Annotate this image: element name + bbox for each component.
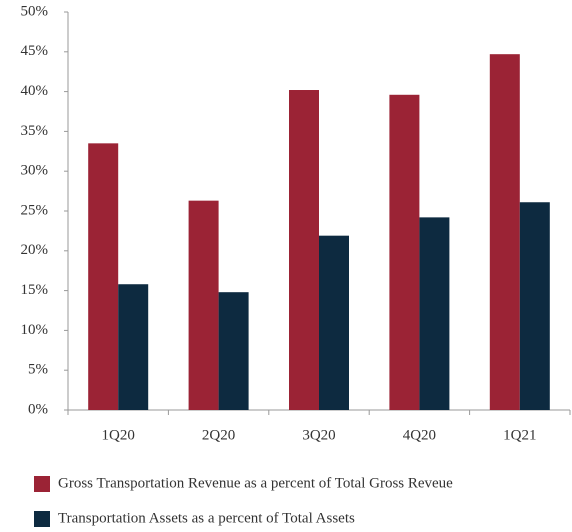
legend-label: Transportation Assets as a percent of To… [58, 510, 355, 526]
y-tick-label: 10% [21, 322, 49, 338]
bar [118, 284, 149, 410]
y-tick-label: 5% [28, 362, 48, 378]
bar [419, 217, 450, 410]
bar [289, 90, 319, 411]
x-tick-label: 4Q20 [403, 427, 436, 443]
y-tick-label: 40% [21, 83, 49, 99]
x-tick-label: 1Q20 [102, 427, 135, 443]
bar [218, 292, 249, 410]
legend-swatch [34, 476, 50, 492]
y-tick-label: 25% [21, 202, 49, 218]
y-tick-label: 35% [21, 123, 49, 139]
bar [319, 235, 349, 410]
bar [389, 94, 420, 410]
y-tick-label: 45% [21, 43, 49, 59]
bar [519, 202, 550, 410]
y-tick-label: 15% [21, 282, 49, 298]
x-tick-label: 3Q20 [302, 427, 335, 443]
y-tick-label: 50% [21, 3, 49, 19]
x-tick-label: 1Q21 [503, 427, 536, 443]
bar [188, 200, 219, 410]
y-tick-label: 20% [21, 242, 49, 258]
x-tick-label: 2Q20 [202, 427, 235, 443]
y-tick-label: 30% [21, 163, 49, 179]
legend-swatch [34, 511, 50, 527]
y-tick-label: 0% [28, 401, 48, 417]
bar [88, 143, 119, 410]
bar [489, 54, 520, 411]
legend-label: Gross Transportation Revenue as a percen… [58, 475, 453, 491]
